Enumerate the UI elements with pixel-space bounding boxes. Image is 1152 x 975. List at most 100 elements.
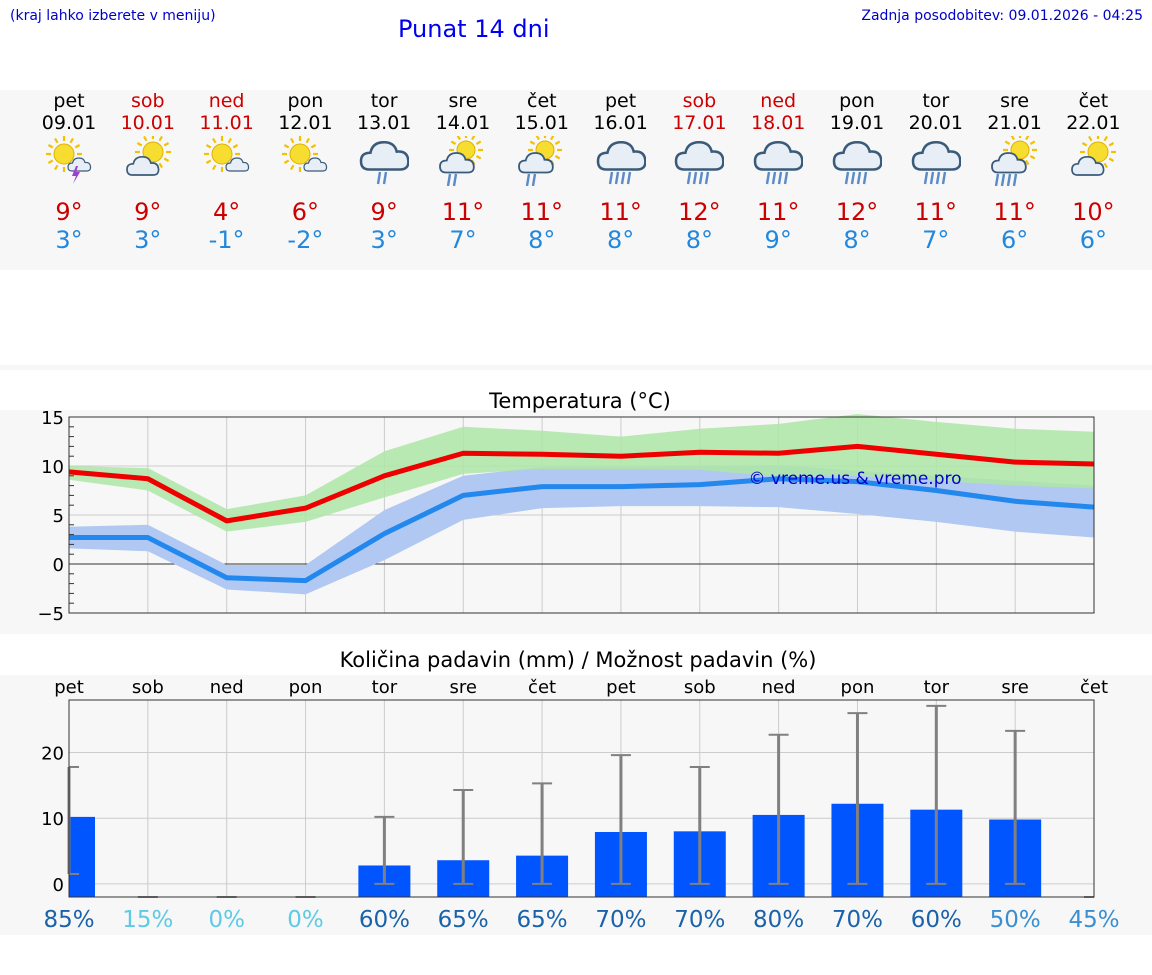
day-column: čet 22.01 10° 6° [1054,90,1132,270]
max-temperature: 9° [370,198,398,226]
precipitation-chart: Količina padavin (mm) / Možnost padavin … [41,648,1119,933]
y-tick-label: 10 [41,457,64,478]
precip-probability: 45% [1068,907,1119,933]
precip-probability: 65% [517,907,568,933]
cloud-heavy-rain-icon [596,136,647,186]
sun-cloud-icon [1068,134,1118,186]
day-date: 19.01 [829,112,885,134]
sun-small-cloud-icon [280,136,330,186]
sun-cloud-icon [123,134,173,186]
sun-small-cloud-icon [202,136,252,186]
y-tick-label: 10 [41,809,64,830]
temperature-chart-title: Temperatura (°C) [488,389,671,413]
day-column: ned 11.01 4° -1° [188,90,266,270]
sun-cloud-rain-icon [438,133,488,187]
precip-probability: 50% [990,907,1041,933]
precip-probability: 0% [208,907,245,933]
day-label: pon [289,677,323,698]
min-temperature: -1° [208,226,245,254]
day-column: sre 14.01 11° 7° [424,90,502,270]
min-temperature: 8° [606,226,635,254]
day-name: sre [448,90,478,112]
day-date: 12.01 [278,112,333,134]
day-date: 14.01 [435,112,491,134]
day-label: sob [684,677,716,698]
day-column: tor 20.01 11° 7° [897,90,975,270]
day-label: pon [841,677,875,698]
max-temperature: 4° [212,198,241,226]
day-date: 18.01 [750,112,806,134]
precip-bar [69,816,95,897]
region-hint[interactable]: (kraj lahko izberete v meniju) [10,8,216,24]
min-temperature: 3° [134,226,162,254]
precip-probability: 60% [911,907,962,933]
max-temperature: 12° [835,198,879,226]
day-name: ned [760,90,797,112]
min-temperature: 6° [1079,226,1108,254]
day-label: ned [210,677,244,698]
page-title: Punat 14 dni [398,15,550,43]
day-column: pon 12.01 6° -2° [266,90,344,270]
day-date: 13.01 [356,112,412,134]
day-label: ned [762,677,796,698]
precip-probability: 15% [122,907,173,933]
day-column: pon 19.01 12° 8° [818,90,896,270]
day-date: 21.01 [987,112,1042,134]
watermark: © vreme.us & vreme.pro [748,469,961,489]
min-temperature: 3° [55,226,83,254]
max-temperature: 6° [291,198,320,226]
day-name: sob [131,90,165,112]
day-label: sre [1001,677,1028,698]
day-date: 20.01 [908,112,963,134]
cloud-heavy-rain-icon [674,136,725,186]
precip-probability: 0% [287,907,324,933]
max-temperature: 11° [756,198,800,226]
min-temperature: 8° [843,226,871,254]
y-tick-label: 0 [53,555,64,576]
day-name: pon [287,90,324,112]
min-temperature: 8° [685,226,714,254]
precip-probability: 65% [438,907,489,933]
precip-probability: 70% [832,907,883,933]
precip-probability: 70% [595,907,646,933]
min-temperature: 7° [922,226,950,254]
y-tick-label: −5 [37,604,64,625]
y-tick-label: 15 [41,408,64,429]
day-name: sob [682,90,717,112]
day-name: čet [527,90,557,112]
max-temperature: 11° [520,198,564,226]
cloud-heavy-rain-icon [753,136,804,186]
precip-probability: 80% [753,907,804,933]
day-column: sre 21.01 11° 6° [976,90,1054,270]
day-name: sre [1000,90,1030,112]
day-name: pet [604,90,637,112]
max-temperature: 11° [993,198,1036,226]
sun-cloud-rain-icon [517,133,567,187]
y-tick-label: 5 [53,506,64,527]
day-label: sob [132,677,164,698]
cloud-heavy-rain-icon [911,136,962,186]
day-name: pet [53,90,85,112]
day-date: 09.01 [41,112,97,134]
temperature-plot-frame [68,416,1095,614]
precip-probability: 85% [43,907,94,933]
y-tick-label: 0 [53,875,64,896]
series-line-min [69,476,1095,584]
min-temperature: 8° [528,226,556,254]
min-temperature: 3° [370,226,398,254]
day-column: pet 16.01 11° 8° [582,90,660,270]
day-date: 22.01 [1066,112,1121,134]
max-temperature: 10° [1072,198,1115,226]
day-name: tor [370,90,398,112]
sun-cloud-thunder-icon [44,136,94,186]
temperature-chart: Temperatura (°C) −5 0 5 10 15 © vreme.us & v… [37,389,1095,625]
min-temperature: -2° [287,226,324,254]
day-column: sob 17.01 12° 8° [660,90,738,270]
day-date: 16.01 [593,112,648,134]
day-label: tor [372,677,398,698]
day-date: 15.01 [514,112,569,134]
min-temperature: 9° [764,226,792,254]
max-temperature: 11° [441,198,485,226]
day-column: čet 15.01 11° 8° [503,90,581,270]
